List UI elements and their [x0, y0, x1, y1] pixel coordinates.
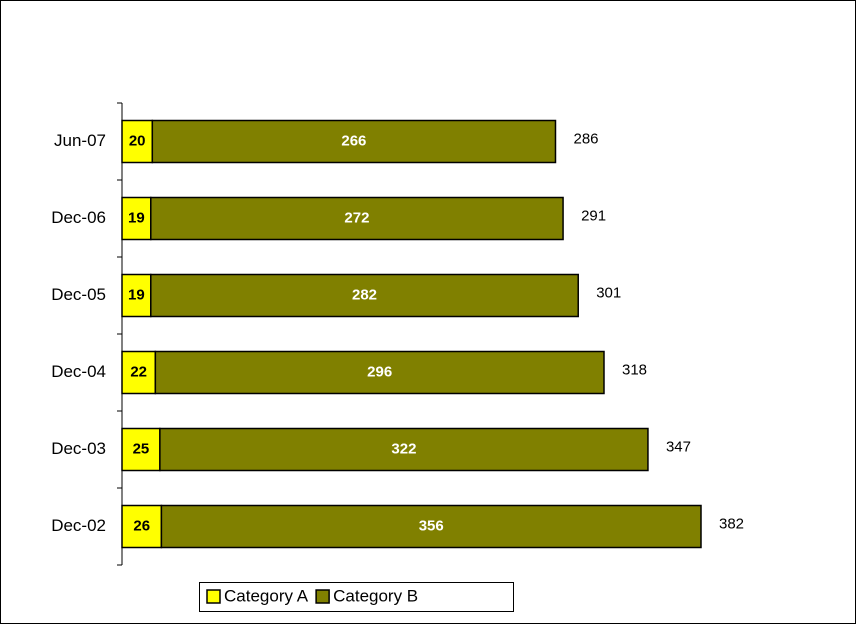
bar-segment	[121, 350, 157, 395]
legend-box	[199, 582, 514, 612]
bar-segment	[151, 119, 557, 164]
y-tick-label: Dec-02	[51, 516, 106, 535]
data-label: 25	[133, 440, 150, 457]
y-tick-label: Jun-07	[54, 131, 106, 150]
data-label: 22	[130, 363, 147, 380]
y-tick-label: Dec-05	[51, 285, 106, 304]
data-label: 322	[391, 440, 416, 457]
data-label: 356	[419, 517, 444, 534]
bar-segment	[159, 427, 649, 472]
bar-segment	[150, 273, 579, 318]
total-label: 286	[573, 130, 598, 147]
bar-segment	[150, 196, 564, 241]
legend-label: Category A	[224, 586, 309, 605]
data-label: 20	[129, 132, 146, 149]
legend-swatch	[206, 589, 221, 604]
total-label: 291	[581, 207, 606, 224]
y-tick-label: Dec-03	[51, 439, 106, 458]
bar-segment	[160, 504, 702, 549]
bar-segment	[121, 273, 152, 318]
total-label: 347	[666, 438, 691, 455]
total-label: 301	[596, 284, 621, 301]
data-label: 282	[352, 286, 377, 303]
y-tick-label: Dec-04	[51, 362, 106, 381]
bar-segment	[121, 504, 163, 549]
data-label: 26	[133, 517, 150, 534]
y-tick-label: Dec-06	[51, 208, 106, 227]
bar-segment	[121, 119, 154, 164]
total-label: 382	[719, 515, 744, 532]
bar-segment	[154, 350, 605, 395]
data-label: 296	[367, 363, 392, 380]
data-label: 19	[128, 286, 145, 303]
legend-label: Category B	[333, 586, 418, 605]
data-label: 272	[344, 209, 369, 226]
legend-swatch	[315, 589, 330, 604]
data-label: 19	[128, 209, 145, 226]
data-label: 266	[341, 132, 366, 149]
total-label: 318	[622, 361, 647, 378]
